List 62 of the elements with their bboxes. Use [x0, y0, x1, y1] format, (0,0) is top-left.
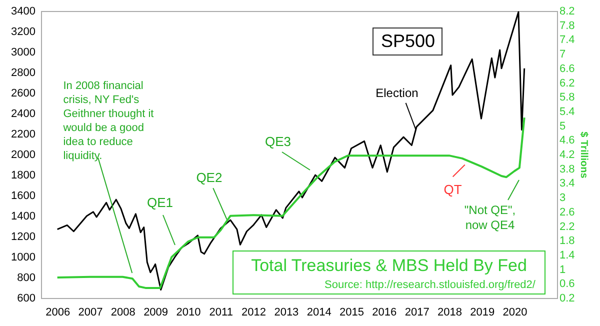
y-tick-label: 3200	[11, 26, 36, 38]
y2-tick-label: 7	[560, 48, 566, 61]
annotation: QE3	[264, 134, 292, 149]
y2-tick-label: 7.8	[560, 20, 575, 32]
y-tick-label: 1600	[11, 190, 36, 202]
x-tick-label: 2006	[46, 306, 70, 318]
y-tick-label: 800	[17, 272, 36, 284]
y2-tick-label: 5.8	[560, 92, 575, 104]
annotation: Election	[376, 86, 418, 100]
y-tick-label: 3400	[11, 6, 36, 18]
y-tick-label: 2800	[11, 67, 36, 79]
x-tick-label: 2013	[274, 306, 299, 318]
y-tick-label: 2600	[11, 88, 36, 100]
y2-tick-label: 3.4	[560, 178, 575, 190]
y-tick-label: 3000	[11, 46, 36, 58]
y2-tick-label: 7.4	[560, 34, 575, 46]
y2-tick-label: 4.2	[560, 149, 575, 161]
y2-tick-label: 1.4	[560, 249, 575, 262]
y2-tick-label: 3.8	[560, 163, 575, 176]
y-tick-label: 1800	[11, 170, 36, 182]
annotation: "Not QE", now QE4	[464, 203, 516, 232]
y2-tick-label: 0.2	[560, 292, 575, 304]
y-tick-label: 1400	[11, 210, 36, 222]
y2-tick-label: 2.6	[560, 206, 575, 218]
x-tick-label: 2010	[176, 306, 201, 318]
y-tick-label: 2400	[11, 108, 36, 120]
y2-axis-title: $ Trillions	[578, 132, 589, 179]
x-tick-label: 2012	[242, 306, 266, 318]
y2-tick-label: 3	[560, 192, 566, 204]
series-label: SP500	[380, 31, 436, 51]
y2-tick-label: 5	[560, 120, 566, 132]
x-tick-label: 2016	[372, 306, 397, 318]
x-tick-label: 2011	[209, 306, 233, 318]
annotation: QT	[444, 182, 462, 197]
annotation: In 2008 financial crisis, NY Fed's Geithner thought it would be a good idea to reduce liquidity.	[62, 80, 154, 162]
annotation: QE2	[196, 170, 222, 186]
annotation: QE1	[146, 195, 174, 210]
x-tick-label: 2007	[78, 306, 103, 318]
annotation: Source: http://research.stlouisfed.org/fred2/	[324, 279, 536, 291]
x-tick-label: 2019	[470, 306, 495, 318]
y2-tick-label: 5.4	[560, 106, 575, 118]
y2-tick-label: 8.2	[560, 6, 575, 18]
text: Total Treasuries & MBS Held By Fed	[251, 256, 527, 275]
y2-tick-label: 0.6	[560, 278, 575, 290]
y-tick-label: 1000	[11, 252, 36, 264]
x-tick-label: 2017	[404, 306, 430, 318]
y2-tick-label: 6.6	[560, 62, 575, 75]
y-tick-label: 1200	[11, 231, 36, 243]
x-tick-label: 2008	[110, 306, 136, 318]
x-tick-label: 2020	[502, 306, 528, 318]
y2-tick-label: 1	[560, 264, 566, 276]
y-tick-label: 2000	[11, 149, 36, 161]
y2-tick-label: 2.2	[560, 220, 575, 233]
y-tick-label: 600	[17, 292, 36, 304]
y2-tick-label: 1.8	[560, 235, 575, 248]
x-tick-label: 2009	[144, 306, 168, 318]
x-tick-label: 2014	[306, 306, 332, 318]
y-tick-label: 2200	[11, 128, 36, 140]
x-tick-label: 2018	[437, 306, 462, 318]
y2-tick-label: 4.6	[560, 134, 575, 147]
y2-tick-label: 6.2	[560, 77, 575, 90]
x-tick-label: 2015	[340, 306, 364, 318]
